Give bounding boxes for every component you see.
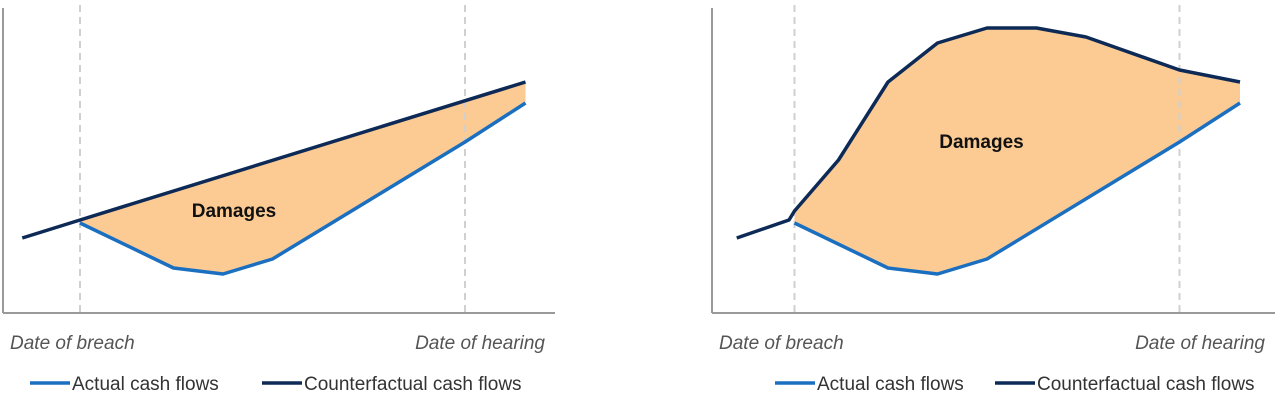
actual-cash-flows-line bbox=[793, 101, 1241, 276]
legend-counterfactual-label: Counterfactual cash flows bbox=[1037, 374, 1255, 395]
date-of-breach-label: Date of breach bbox=[10, 333, 135, 354]
date-of-hearing-label: Date of hearing bbox=[1135, 333, 1265, 354]
actual-cash-flows-line bbox=[79, 101, 527, 276]
counterfactual-cash-flows-line bbox=[736, 26, 1241, 240]
date-of-hearing-label: Date of hearing bbox=[415, 333, 545, 354]
chart-1: Damages Date of breach Date of hearing Actu… bbox=[2, 5, 555, 395]
damages-area bbox=[794, 28, 1240, 274]
counterfactual-cash-flows-line bbox=[21, 80, 527, 240]
date-of-breach-label: Date of breach bbox=[719, 333, 844, 354]
damages-label: Damages bbox=[192, 201, 277, 222]
chart-2: Damages Date of breach Date of hearing Actu… bbox=[711, 5, 1275, 395]
damages-area bbox=[80, 82, 526, 274]
legend-actual-label: Actual cash flows bbox=[72, 374, 219, 395]
legend-counterfactual-label: Counterfactual cash flows bbox=[304, 374, 522, 395]
damages-label: Damages bbox=[939, 132, 1024, 153]
legend-actual-label: Actual cash flows bbox=[817, 374, 964, 395]
